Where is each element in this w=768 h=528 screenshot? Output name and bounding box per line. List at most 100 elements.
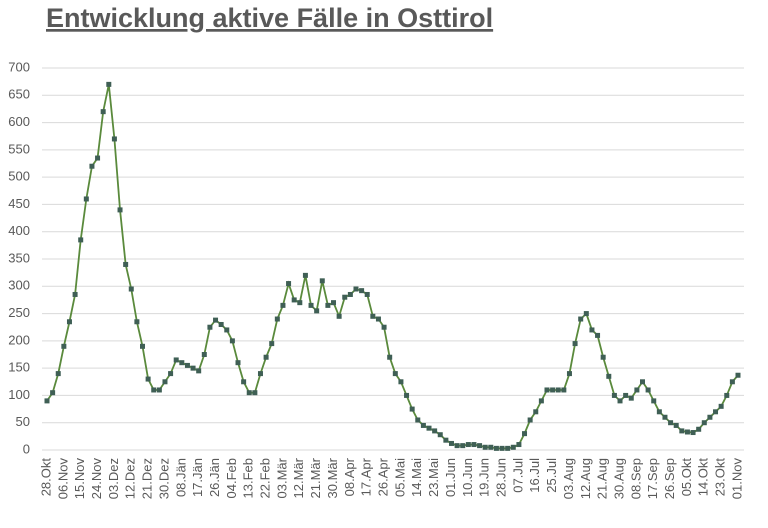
x-tick-label: 03.Aug xyxy=(561,458,576,499)
data-point xyxy=(140,343,146,349)
data-point xyxy=(460,443,466,449)
data-point xyxy=(55,371,61,377)
data-point xyxy=(392,371,398,377)
x-tick-label: 28.Okt xyxy=(38,458,53,497)
x-tick-label: 30.Dez xyxy=(156,458,171,499)
data-point xyxy=(561,387,567,393)
data-point xyxy=(488,444,494,450)
series-line xyxy=(46,84,739,450)
x-tick-label: 12.Dez xyxy=(123,458,138,499)
data-point xyxy=(729,379,735,385)
data-point xyxy=(364,291,370,297)
data-point xyxy=(572,341,578,347)
data-point xyxy=(229,338,235,344)
data-point xyxy=(437,432,443,438)
x-tick-label: 26.Sep xyxy=(662,458,677,499)
x-tick-label: 28.Jun xyxy=(493,458,508,497)
x-tick-label: 01.Nov xyxy=(729,458,744,500)
x-tick-label: 17.Sep xyxy=(645,458,660,499)
data-point xyxy=(510,444,516,450)
x-tick-label: 05.Mai xyxy=(392,458,407,497)
data-point xyxy=(89,163,95,169)
x-tick-label: 21.Mär xyxy=(308,457,323,498)
data-point xyxy=(213,317,219,323)
data-point xyxy=(426,425,432,431)
data-point xyxy=(415,417,421,423)
y-tick-label: 200 xyxy=(8,332,30,347)
data-point xyxy=(673,422,679,428)
data-point xyxy=(156,387,162,393)
x-tick-label: 03.Dez xyxy=(106,458,121,499)
data-point xyxy=(381,324,387,330)
y-tick-label: 550 xyxy=(8,141,30,156)
data-point xyxy=(606,373,612,379)
data-point xyxy=(533,409,539,415)
data-point xyxy=(291,297,297,303)
data-point xyxy=(314,308,320,314)
x-tick-label: 10.Jun xyxy=(460,458,475,497)
data-point xyxy=(465,442,471,448)
data-point xyxy=(454,443,460,449)
x-tick-label: 15.Nov xyxy=(72,458,87,500)
data-point xyxy=(600,354,606,360)
data-point xyxy=(269,341,275,347)
data-point xyxy=(544,387,550,393)
data-point xyxy=(527,417,533,423)
data-point xyxy=(359,288,365,294)
y-tick-label: 650 xyxy=(8,87,30,102)
data-point xyxy=(353,286,359,292)
data-point xyxy=(370,313,376,319)
x-tick-label: 12.Aug xyxy=(578,458,593,499)
data-point xyxy=(482,444,488,450)
data-point xyxy=(128,286,134,292)
data-point xyxy=(718,403,724,409)
data-point xyxy=(78,237,84,243)
data-point xyxy=(645,387,651,393)
data-point xyxy=(190,365,196,371)
data-point xyxy=(44,398,50,404)
x-tick-label: 30.Aug xyxy=(611,458,626,499)
data-point xyxy=(241,379,247,385)
x-tick-label: 08.Jän xyxy=(173,458,188,497)
data-point xyxy=(679,428,685,434)
x-tick-label: 24.Nov xyxy=(89,458,104,500)
data-point xyxy=(684,429,690,435)
data-point xyxy=(499,445,505,451)
x-tick-label: 25.Jul xyxy=(544,458,559,493)
y-tick-label: 100 xyxy=(8,387,30,402)
data-point xyxy=(566,371,572,377)
data-point xyxy=(477,443,483,449)
x-tick-label: 30.Mär xyxy=(325,457,340,498)
data-point xyxy=(218,321,224,327)
data-point xyxy=(325,302,331,308)
data-point xyxy=(302,272,308,278)
data-point xyxy=(196,368,202,374)
y-tick-label: 150 xyxy=(8,360,30,375)
data-point xyxy=(505,445,511,451)
x-tick-label: 13.Feb xyxy=(241,458,256,498)
data-point xyxy=(623,392,629,398)
x-tick-label: 23.Okt xyxy=(713,458,728,497)
data-point xyxy=(117,207,123,213)
x-tick-label: 06.Nov xyxy=(55,458,70,500)
x-tick-label: 16.Jul xyxy=(527,458,542,493)
data-point xyxy=(173,357,179,363)
y-tick-label: 450 xyxy=(8,196,30,211)
data-point xyxy=(690,430,696,436)
x-tick-label: 14.Okt xyxy=(696,458,711,497)
y-tick-label: 350 xyxy=(8,250,30,265)
data-point xyxy=(134,319,140,325)
data-point xyxy=(162,379,168,385)
data-point xyxy=(662,414,668,420)
chart-title: Entwicklung aktive Fälle in Osttirol xyxy=(46,3,493,33)
y-tick-label: 0 xyxy=(23,441,30,456)
data-point xyxy=(634,387,640,393)
data-point xyxy=(651,398,657,404)
x-tick-label: 19.Jun xyxy=(477,458,492,497)
x-tick-label: 23.Mai xyxy=(426,458,441,497)
data-point xyxy=(538,398,544,404)
data-point xyxy=(111,136,117,142)
data-point xyxy=(280,302,286,308)
data-point xyxy=(550,387,556,393)
data-point xyxy=(319,278,325,284)
